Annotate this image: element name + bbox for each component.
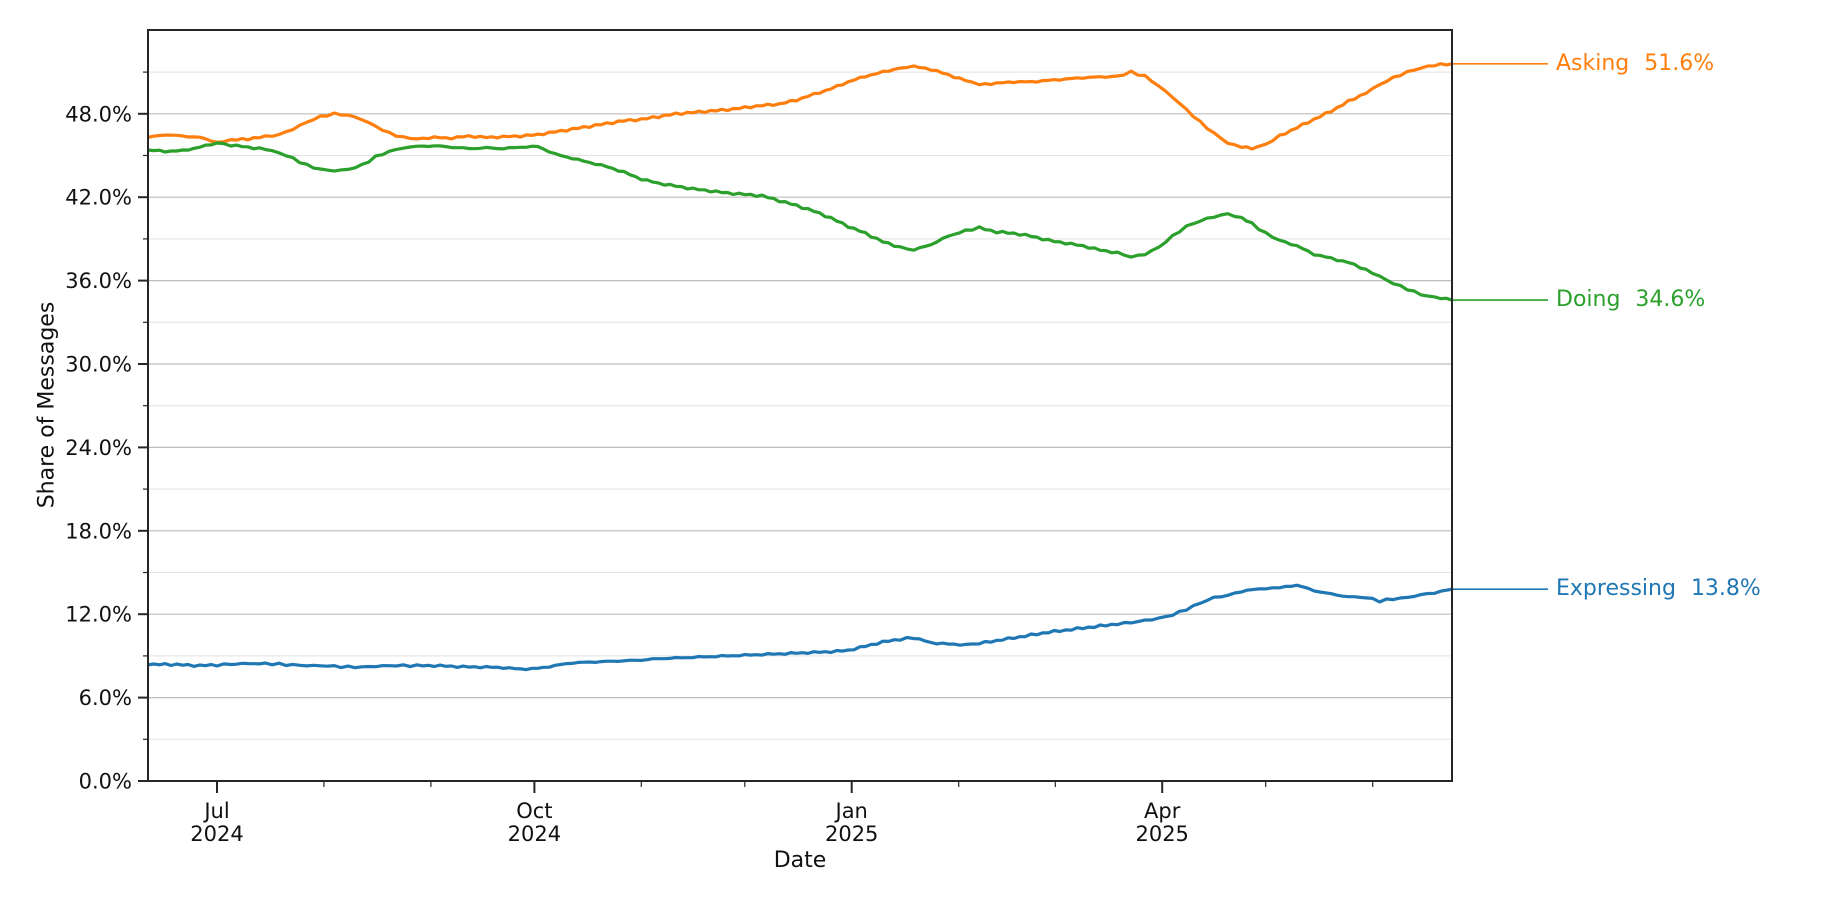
series-value: 51.6%	[1644, 51, 1715, 76]
x-tick-label-month: Oct	[516, 799, 552, 823]
series-value: 34.6%	[1635, 287, 1706, 312]
x-tick-label-year: 2024	[190, 822, 243, 846]
y-tick-label: 18.0%	[65, 519, 132, 543]
y-tick-label: 6.0%	[79, 686, 132, 710]
x-tick-label-month: Jan	[834, 799, 868, 823]
y-tick-label: 24.0%	[65, 436, 132, 460]
x-axis-label: Date	[773, 848, 827, 873]
x-tick-label-year: 2024	[508, 822, 561, 846]
series-lines	[148, 62, 1452, 672]
y-axis-ticks: 0.0% 6.0% 12.0% 18.0% 24.0% 30.0% 36.0% 42.0% 48…	[65, 71, 148, 794]
x-tick-label-year: 2025	[1135, 822, 1188, 846]
doing-line	[148, 141, 1452, 302]
series-name: Doing	[1556, 287, 1621, 312]
series-value: 13.8%	[1690, 576, 1761, 601]
x-tick-label-year: 2025	[825, 822, 878, 846]
y-tick-label: 0.0%	[79, 770, 132, 794]
y-tick-label: 36.0%	[65, 269, 132, 293]
asking-line	[148, 62, 1452, 151]
y-tick-label: 48.0%	[65, 102, 132, 126]
y-tick-label: 42.0%	[65, 186, 132, 210]
x-tick-label-month: Jul	[202, 799, 229, 823]
series-name: Asking	[1556, 51, 1630, 76]
y-axis-label: Share of Messages	[34, 301, 60, 509]
series-label-expressing: Expressing 13.8%	[1556, 574, 1761, 604]
minor-gridlines	[148, 71, 1452, 740]
major-gridlines	[148, 113, 1452, 699]
leader-lines	[1453, 62, 1548, 591]
y-tick-label: 12.0%	[65, 603, 132, 627]
y-tick-label: 30.0%	[65, 353, 132, 377]
expressing-line	[148, 583, 1452, 672]
series-label-doing: Doing 34.6%	[1556, 285, 1705, 315]
series-label-asking: Asking 51.6%	[1556, 49, 1714, 79]
series-name: Expressing	[1556, 576, 1676, 601]
x-tick-label-month: Apr	[1144, 799, 1181, 823]
